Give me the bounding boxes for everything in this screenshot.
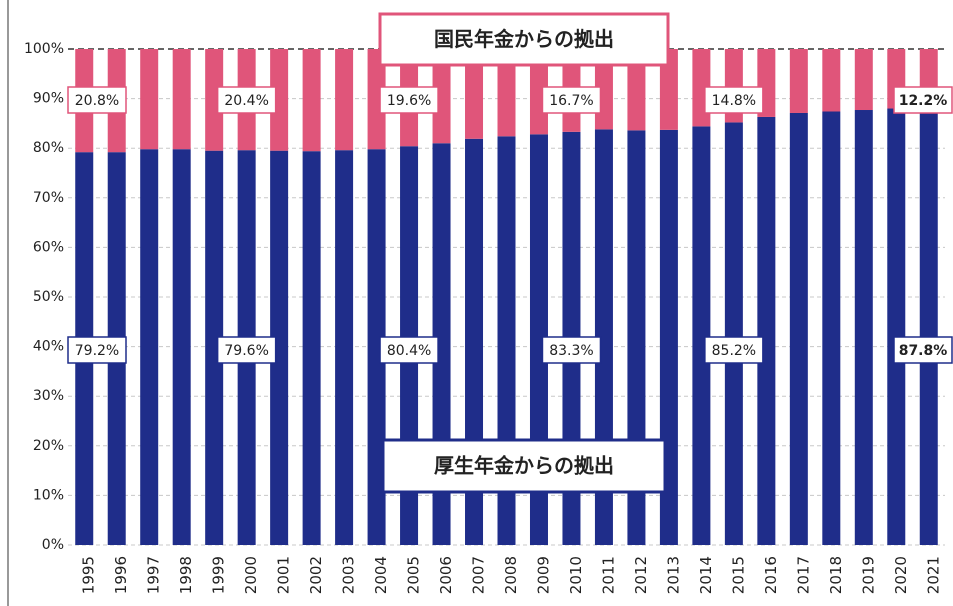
x-tick-label: 2020 <box>892 556 910 594</box>
bar-segment <box>887 108 906 546</box>
legend-label: 国民年金からの拠出 <box>434 27 614 51</box>
bar-segment <box>465 49 484 139</box>
y-tick-label: 40% <box>33 339 64 355</box>
bar-segment <box>659 49 678 130</box>
label-box <box>893 86 953 114</box>
x-tick-label: 2007 <box>470 556 488 594</box>
y-tick-label: 10% <box>33 487 64 503</box>
label-box <box>379 86 439 114</box>
y-tick-label: 100% <box>24 41 64 57</box>
x-tick-label: 2015 <box>729 556 747 594</box>
bar-segment <box>724 122 743 546</box>
x-tick-label: 2018 <box>827 556 845 594</box>
x-tick-label: 2000 <box>242 556 260 594</box>
y-tick-label: 90% <box>33 91 64 107</box>
x-tick-label: 2002 <box>307 556 325 594</box>
x-tick-label: 2004 <box>372 556 390 594</box>
bar-segment <box>432 49 451 144</box>
y-tick-label: 70% <box>33 190 64 206</box>
y-tick-label: 50% <box>33 289 64 305</box>
bar-segment <box>302 151 321 545</box>
label-box <box>67 86 127 114</box>
x-tick-label: 2021 <box>924 556 942 594</box>
x-tick-label: 2017 <box>794 556 812 594</box>
x-tick-label: 2005 <box>405 556 423 594</box>
data-label: 19.6% <box>387 93 431 109</box>
x-tick-label: 2012 <box>632 556 650 594</box>
label-box <box>541 86 602 114</box>
legend-label: 厚生年金からの拠出 <box>434 454 614 478</box>
x-tick-label: 1998 <box>177 556 195 594</box>
label-box <box>216 86 277 114</box>
bar-segment <box>270 49 289 151</box>
x-tick-label: 2019 <box>859 556 877 594</box>
label-box <box>379 336 439 364</box>
y-tick-label: 60% <box>33 239 64 255</box>
bar-segment <box>367 49 386 150</box>
bar-segment <box>497 49 516 137</box>
bar-segment <box>205 49 224 151</box>
bar-segment <box>757 116 776 546</box>
data-label: 87.8% <box>899 343 948 359</box>
bar-segment <box>140 149 159 545</box>
data-label: 20.8% <box>75 93 119 109</box>
bar-segment <box>172 149 191 545</box>
bar-segment <box>692 126 711 545</box>
data-label: 80.4% <box>387 343 431 359</box>
bar-segment <box>789 112 808 545</box>
bar-segment <box>367 149 386 545</box>
y-tick-label: 80% <box>33 140 64 156</box>
data-label: 83.3% <box>549 343 593 359</box>
x-tick-label: 2009 <box>534 556 552 594</box>
label-box <box>704 86 764 114</box>
data-label: 12.2% <box>899 93 948 109</box>
data-label: 20.4% <box>224 93 268 109</box>
x-tick-label: 2013 <box>664 556 682 594</box>
label-box <box>67 336 127 364</box>
bar-segment <box>919 109 938 546</box>
data-label: 14.8% <box>712 93 756 109</box>
x-tick-label: 2008 <box>502 556 520 594</box>
bar-segment <box>854 49 873 111</box>
label-box <box>893 336 953 364</box>
x-tick-label: 1997 <box>145 556 163 594</box>
x-tick-label: 2001 <box>275 556 293 594</box>
bar-segment <box>335 49 354 151</box>
y-tick-label: 0% <box>42 537 64 553</box>
bar-segment <box>270 150 289 545</box>
legend-box <box>381 438 667 494</box>
x-tick-label: 2011 <box>599 556 617 594</box>
legend-box <box>378 12 670 67</box>
bar-segment <box>172 49 191 150</box>
y-tick-label: 30% <box>33 388 64 404</box>
bar-segment <box>627 49 646 131</box>
x-tick-label: 1995 <box>80 556 98 594</box>
data-label: 79.2% <box>75 343 119 359</box>
x-tick-label: 2006 <box>437 556 455 594</box>
bar-segment <box>335 150 354 545</box>
y-tick-label: 20% <box>33 438 64 454</box>
label-box <box>704 336 764 364</box>
x-tick-label: 1999 <box>210 556 228 594</box>
x-tick-label: 1996 <box>112 556 130 594</box>
bar-segment <box>854 110 873 546</box>
bar-segment <box>822 111 841 545</box>
bar-segment <box>205 150 224 545</box>
bar-segment <box>302 49 321 152</box>
bar-segment <box>140 49 159 150</box>
data-label: 16.7% <box>549 93 593 109</box>
x-tick-label: 2014 <box>697 556 715 594</box>
data-label: 79.6% <box>224 343 268 359</box>
x-tick-label: 2016 <box>762 556 780 594</box>
x-tick-label: 2010 <box>567 556 585 594</box>
bar-segment <box>789 49 808 113</box>
x-tick-label: 2003 <box>340 556 358 594</box>
data-label: 85.2% <box>712 343 756 359</box>
label-box <box>541 336 602 364</box>
label-box <box>216 336 277 364</box>
bar-segment <box>822 49 841 112</box>
